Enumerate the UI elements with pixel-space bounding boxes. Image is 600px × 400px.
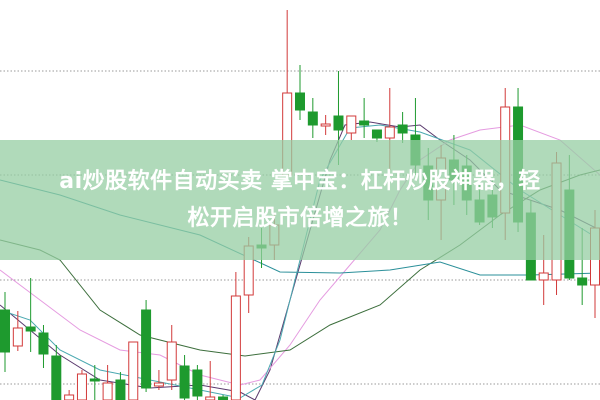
candle-down (359, 120, 370, 126)
candle-down (38, 332, 49, 355)
candle-down (89, 378, 100, 382)
candle-up (205, 396, 216, 400)
title-banner: ai炒股软件自动买卖 掌中宝：杠杆炒股神器，轻 松开启股市倍增之旅！ (0, 140, 600, 260)
candle-up (128, 341, 139, 400)
candle-down (51, 355, 62, 400)
candle-up (230, 295, 241, 400)
candle-up (76, 373, 87, 400)
candle-down (115, 379, 126, 400)
candle-up (102, 382, 113, 400)
candle-down (192, 369, 203, 397)
candle-down (25, 326, 36, 332)
candle-down (307, 111, 318, 126)
candle-up (166, 341, 177, 381)
candle-down (371, 129, 382, 139)
candle-down (333, 115, 344, 131)
candle-up (153, 382, 164, 387)
candle-up (320, 123, 331, 127)
moving-average-line (0, 124, 600, 386)
candle-down (179, 365, 190, 399)
candle-up (346, 115, 357, 134)
candle-down (0, 309, 10, 353)
candle-down (295, 92, 305, 111)
candle-down (218, 396, 229, 400)
candle-up (12, 327, 23, 347)
candle-up (64, 394, 75, 400)
candle-up (384, 126, 395, 139)
candle-up (538, 272, 549, 281)
candle-down (577, 277, 588, 286)
candle-down (141, 309, 152, 389)
candle-down (397, 124, 408, 134)
banner-title-line2: 松开启股市倍增之旅！ (187, 206, 413, 231)
banner-title-line1: ai炒股软件自动买卖 掌中宝：杠杆炒股神器，轻 (59, 169, 541, 194)
